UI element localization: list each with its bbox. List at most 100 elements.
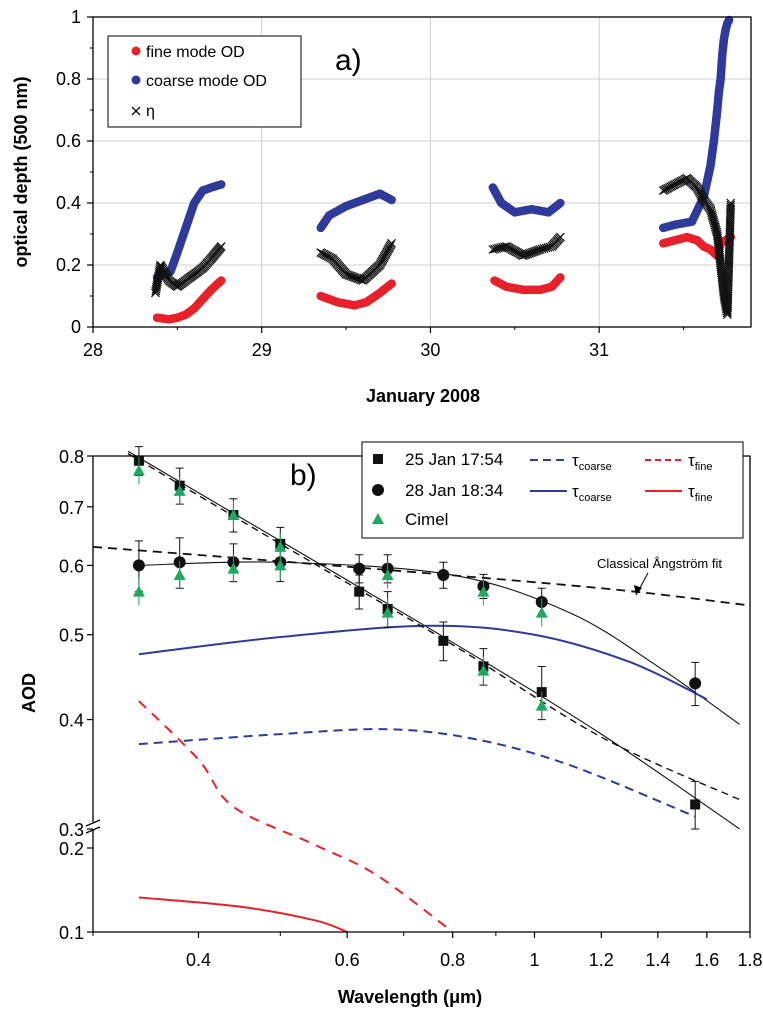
data-point-square <box>354 586 365 597</box>
curve-3 <box>127 450 740 830</box>
data-point <box>387 238 397 248</box>
ticks-a: 28 29 30 31 0 0.2 0.4 0.6 0.8 1 <box>56 7 685 360</box>
y-tick-label: 0.4 <box>56 193 81 213</box>
marks-b <box>92 446 751 933</box>
data-point <box>528 247 537 257</box>
data-point <box>726 202 736 212</box>
data-point <box>344 271 354 280</box>
y-tick-label: 0.2 <box>59 839 84 859</box>
tau-symbol: τ <box>688 451 695 470</box>
data-point <box>529 247 539 257</box>
x-tick-label: 1.4 <box>645 950 670 970</box>
data-point <box>387 279 396 288</box>
data-point <box>532 246 542 256</box>
legend-b: 25 Jan 17:54 28 Jan 18:34 Cimel τcoarse … <box>361 441 744 539</box>
y-tick-label: 0.8 <box>56 69 81 89</box>
series-triangle <box>132 456 548 720</box>
x-tick-label: 1.6 <box>694 950 719 970</box>
y-tick-label: 0.7 <box>59 498 84 518</box>
legend-label-tau-fine-solid: τfine <box>688 482 712 504</box>
tau-subscript: fine <box>695 461 713 473</box>
legend-label-28jan: 28 Jan 18:34 <box>405 481 503 500</box>
legend-label-tau-coarse-dashed: τcoarse <box>572 451 612 473</box>
data-point <box>724 15 734 25</box>
plot-frame-b <box>92 455 751 933</box>
y-tick-label: 0 <box>71 317 81 337</box>
data-point <box>350 273 360 283</box>
x-tick-label: 1.8 <box>737 950 762 970</box>
data-point <box>518 251 528 261</box>
series-fine-mode <box>152 232 736 324</box>
data-point-square <box>690 799 701 810</box>
tau-symbol: τ <box>572 451 579 470</box>
legend-marker-25jan <box>373 454 383 464</box>
x-tick-label: 0.4 <box>186 950 211 970</box>
tau-subscript: coarse <box>579 492 612 504</box>
x-axis-label-b: Wavelength (μm) <box>338 987 482 1007</box>
data-point <box>216 276 226 285</box>
tau-symbol: τ <box>688 482 695 501</box>
series-eta <box>151 173 736 320</box>
marks-a <box>151 15 736 324</box>
tau-subscript: fine <box>695 492 713 504</box>
data-point-circle <box>437 569 450 582</box>
legend-label-cimel: Cimel <box>405 510 448 529</box>
curve-5 <box>92 545 751 607</box>
y-tick-label: 0.6 <box>59 556 84 576</box>
data-point <box>524 249 534 258</box>
legend-marker-28jan <box>372 484 384 496</box>
x-tick-label: 0.6 <box>335 950 360 970</box>
curve-fit-dashed-25jan <box>127 453 740 801</box>
x-tick-label: 0.8 <box>440 950 465 970</box>
x-tick-label: 29 <box>252 340 272 360</box>
data-point-circle <box>689 677 702 690</box>
data-point <box>555 232 565 242</box>
axis-break-marks <box>85 819 101 834</box>
y-tick-label: 0.5 <box>59 626 84 646</box>
y-tick-label: 0.8 <box>59 447 84 467</box>
data-point <box>352 273 362 283</box>
legend-marker-fine-mode <box>131 46 141 56</box>
data-point <box>216 241 226 251</box>
data-point <box>726 198 736 208</box>
y-axis-label-a: optical depth (500 nm) <box>11 76 31 267</box>
data-point <box>726 200 736 210</box>
data-point <box>556 198 565 208</box>
legend-marker-cimel <box>372 513 384 524</box>
data-point <box>523 249 533 259</box>
y-tick-label: 0.2 <box>56 255 81 275</box>
data-point-circle <box>132 559 145 572</box>
data-point-circle <box>353 562 366 575</box>
legend-a: fine mode OD coarse mode OD η <box>107 35 302 128</box>
legend-label-25jan: 25 Jan 17:54 <box>405 450 503 469</box>
y-tick-label: 0.1 <box>59 923 84 943</box>
tau-subscript: coarse <box>579 461 612 473</box>
panel-a: 28 29 30 31 0 0.2 0.4 0.6 0.8 1 fine mode OD coar… <box>11 7 752 406</box>
data-point-square <box>438 635 449 646</box>
data-point <box>531 246 540 256</box>
x-tick-label: 30 <box>420 340 440 360</box>
x-tick-label: 28 <box>83 340 103 360</box>
legend-marker-eta <box>131 106 141 116</box>
data-point <box>343 270 353 280</box>
tau-symbol: τ <box>572 482 579 501</box>
legend-label-tau-coarse-solid: τcoarse <box>572 482 612 504</box>
legend-label-fine-mode: fine mode OD <box>146 44 245 61</box>
data-point <box>520 250 530 260</box>
legend-label-coarse-mode: coarse mode OD <box>146 73 267 90</box>
legend-label-eta: η <box>146 103 155 120</box>
legend-label-tau-fine-dashed: τfine <box>688 451 712 473</box>
angstrom-arrow-head <box>634 585 642 595</box>
data-point <box>347 272 357 281</box>
panel-b: 0.4 0.6 0.8 1 1.2 1.4 1.6 1.8 0.3 0.4 0.5 0.6 0.7 0.8… <box>19 441 763 1007</box>
data-point <box>341 269 351 279</box>
panel-label-a: a) <box>335 44 362 77</box>
curve-9 <box>138 896 348 933</box>
angstrom-annotation: Classical Ångström fit <box>597 556 722 571</box>
curve-4 <box>138 561 740 725</box>
curve-7 <box>138 728 696 818</box>
curve-6 <box>138 624 708 701</box>
curve-8 <box>138 700 454 933</box>
data-point <box>346 271 356 281</box>
x-tick-label: 1 <box>529 950 539 970</box>
